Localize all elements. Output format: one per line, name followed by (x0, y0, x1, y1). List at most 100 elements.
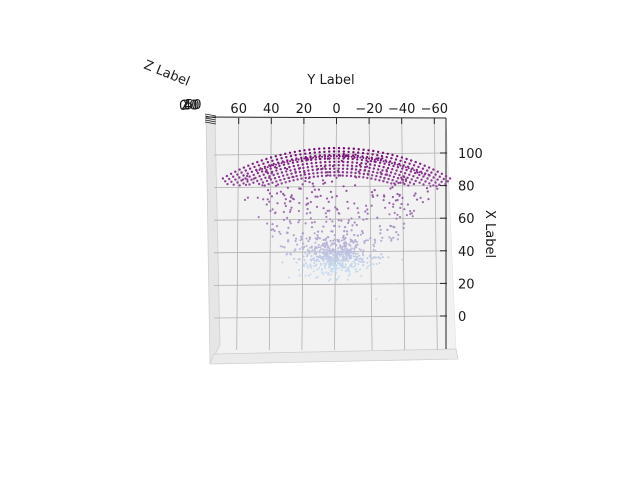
surface-point (391, 178, 394, 182)
surface-point (341, 167, 345, 170)
x-tick-label: 40 (458, 245, 475, 260)
surface-point (224, 180, 227, 183)
surface-point (307, 169, 310, 172)
surface-point (350, 171, 353, 174)
data-point (346, 278, 349, 281)
data-point (344, 251, 347, 253)
data-point (304, 262, 307, 265)
surface-point (388, 161, 391, 164)
surface-point (426, 177, 429, 180)
surface-point (258, 169, 261, 171)
data-point (331, 256, 333, 259)
data-point (289, 208, 292, 212)
surface-point (284, 181, 287, 184)
data-point (321, 271, 324, 274)
data-point (304, 180, 307, 183)
data-point (355, 240, 358, 243)
surface-point (248, 167, 252, 170)
data-point (361, 230, 364, 233)
surface-point (246, 180, 249, 183)
data-point (310, 246, 313, 249)
surface-point (303, 157, 306, 160)
surface-point (374, 178, 377, 181)
surface-point (323, 150, 326, 154)
data-point (427, 198, 430, 201)
data-point (343, 241, 346, 244)
data-point (348, 249, 351, 252)
data-point (380, 239, 383, 242)
data-point (356, 207, 359, 210)
y-tick-label: 60 (230, 102, 247, 117)
data-point (284, 204, 287, 208)
data-point (310, 267, 313, 270)
data-point (314, 237, 317, 240)
surface-point (418, 173, 421, 177)
data-point (366, 212, 369, 215)
data-point (392, 282, 395, 285)
data-point (317, 188, 320, 191)
surface-point (342, 150, 345, 153)
surface-point (346, 167, 349, 171)
data-point (333, 266, 336, 269)
surface-point (305, 159, 308, 162)
surface-point (360, 158, 364, 162)
data-point (329, 218, 332, 221)
surface-point (395, 180, 398, 183)
data-point (273, 229, 276, 232)
data-point (308, 252, 311, 255)
y-tick-label: −60 (421, 102, 448, 117)
surface-point (333, 167, 336, 170)
data-point (294, 239, 297, 243)
surface-point (371, 153, 374, 156)
data-point (327, 271, 330, 274)
data-point (298, 248, 301, 251)
surface-point (266, 166, 269, 169)
surface-point (369, 163, 372, 166)
surface-point (356, 158, 359, 161)
surface-point (256, 171, 260, 175)
surface-point (234, 178, 237, 181)
data-point (365, 267, 368, 270)
data-point (341, 251, 344, 253)
surface-point (344, 155, 347, 158)
data-point (358, 215, 361, 219)
data-point (390, 239, 393, 242)
surface-point (442, 177, 445, 181)
data-point (309, 217, 312, 220)
data-point (358, 254, 361, 257)
surface-point (366, 152, 369, 155)
data-point (295, 237, 298, 240)
surface-point (376, 171, 379, 174)
data-point (377, 157, 380, 160)
data-point (316, 234, 319, 237)
surface-point (354, 168, 358, 171)
surface-point (238, 184, 241, 187)
surface-point (379, 175, 382, 179)
surface-point (302, 166, 305, 170)
data-point (359, 268, 361, 271)
surface-point (333, 164, 336, 167)
surface-point (286, 173, 289, 176)
surface-point (390, 157, 393, 160)
data-point (283, 202, 286, 205)
data-point (373, 245, 376, 248)
data-point (379, 232, 382, 235)
data-point (332, 258, 335, 261)
data-point (306, 253, 309, 256)
data-point (262, 198, 265, 201)
data-point (386, 228, 389, 231)
data-point (287, 240, 290, 243)
data-point (390, 237, 393, 240)
surface-point (364, 162, 368, 165)
data-point (319, 194, 322, 197)
surface-point (315, 168, 319, 171)
data-point (298, 269, 300, 272)
surface-point (387, 177, 390, 181)
data-point (281, 245, 284, 248)
data-point (323, 244, 326, 248)
data-point (366, 257, 369, 260)
surface-point (310, 162, 313, 165)
data-point (335, 272, 338, 275)
data-point (338, 239, 340, 242)
data-point (326, 171, 329, 174)
